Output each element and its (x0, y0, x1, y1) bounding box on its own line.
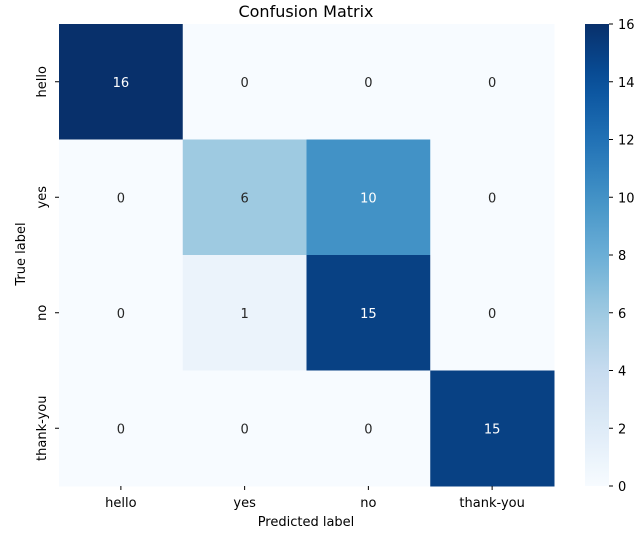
colorbar-tick-label: 8 (618, 249, 626, 264)
heatmap-cell (306, 139, 431, 256)
heatmap-cell (430, 370, 555, 487)
heatmap-cell (430, 255, 555, 371)
heatmap-cell (182, 255, 307, 371)
heatmap-cell (59, 255, 184, 371)
colorbar (585, 24, 609, 486)
y-axis-label: True label (14, 222, 29, 286)
heatmap-cells (59, 24, 555, 487)
colorbar-tick-label: 0 (618, 480, 626, 495)
cell-value: 0 (240, 422, 248, 437)
heatmap-cell (59, 370, 184, 487)
x-axis-ticks: hello yes no thank-you (105, 486, 525, 511)
y-axis-ticks: hello yes no thank-you (35, 66, 59, 461)
y-tick-label: hello (35, 66, 50, 97)
cell-value: 0 (117, 422, 125, 437)
y-tick-label: yes (35, 186, 50, 209)
cell-value: 10 (360, 191, 377, 206)
colorbar-tick-label: 14 (618, 76, 635, 91)
heatmap-cell (182, 370, 307, 487)
heatmap-cell (430, 139, 555, 256)
cell-value: 15 (360, 307, 377, 322)
cell-value: 0 (117, 307, 125, 322)
cell-value: 0 (488, 307, 496, 322)
y-tick-label: thank-you (35, 396, 50, 461)
colorbar-tick-label: 2 (618, 422, 626, 437)
cell-value: 6 (240, 191, 248, 206)
colorbar-ticks: 0 2 4 6 8 10 12 14 16 (609, 18, 635, 495)
cell-value: 0 (364, 76, 372, 91)
cell-value: 0 (364, 422, 372, 437)
x-axis-label: Predicted label (258, 515, 355, 530)
cell-value: 0 (240, 76, 248, 91)
heatmap-cell (306, 255, 431, 371)
heatmap-cell (182, 24, 307, 140)
cell-value: 0 (117, 191, 125, 206)
heatmap-cell (59, 24, 184, 140)
heatmap-cell (306, 24, 431, 140)
colorbar-tick-label: 12 (618, 134, 635, 149)
x-tick-label: hello (105, 496, 136, 511)
cell-value: 1 (240, 307, 248, 322)
heatmap-cell (182, 139, 307, 256)
cell-value: 15 (484, 422, 501, 437)
heatmap-cell (430, 24, 555, 140)
heatmap-cell (306, 370, 431, 487)
cell-value-labels: 16 0 0 0 0 6 10 0 0 1 15 0 0 0 0 15 (113, 76, 501, 438)
y-tick-label: no (35, 305, 50, 321)
chart-title: Confusion Matrix (238, 2, 373, 21)
cell-value: 16 (113, 76, 130, 91)
colorbar-tick-label: 6 (618, 307, 626, 322)
cell-value: 0 (488, 191, 496, 206)
x-tick-label: no (360, 496, 376, 511)
colorbar-tick-label: 16 (618, 18, 635, 33)
colorbar-tick-label: 10 (618, 191, 635, 206)
heatmap-cell (59, 139, 184, 256)
cell-value: 0 (488, 76, 496, 91)
x-tick-label: thank-you (459, 496, 524, 511)
colorbar-tick-label: 4 (618, 365, 626, 380)
x-tick-label: yes (233, 496, 256, 511)
